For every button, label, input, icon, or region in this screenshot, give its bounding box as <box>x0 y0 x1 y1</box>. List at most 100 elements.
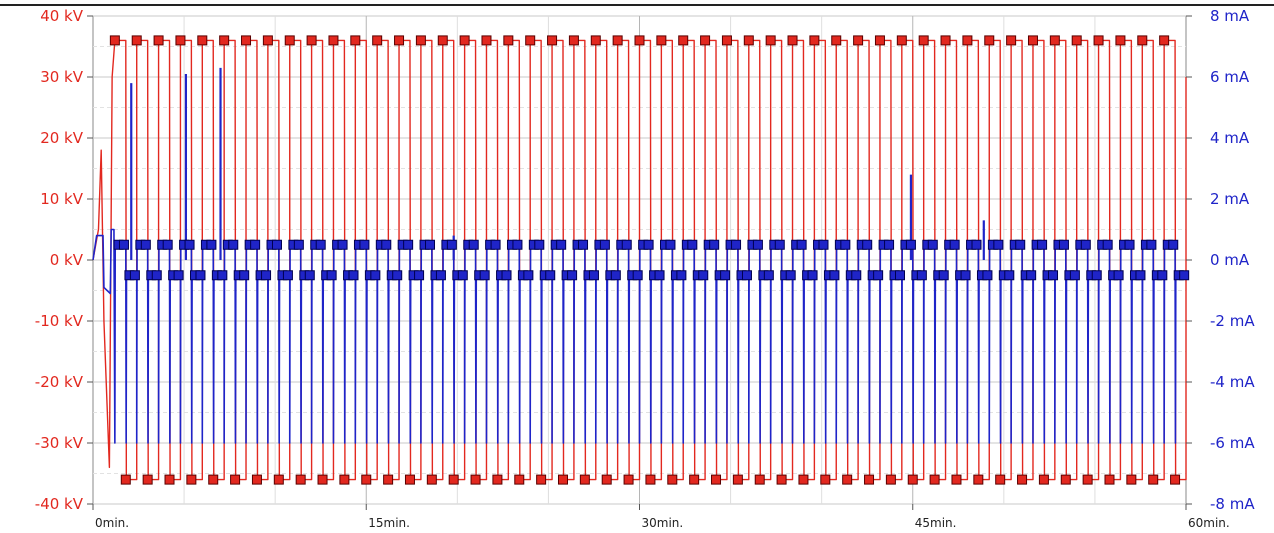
current-marker <box>556 239 567 250</box>
current-marker <box>905 239 916 250</box>
voltage-marker <box>251 474 262 485</box>
current-marker <box>949 239 960 250</box>
current-marker <box>337 239 348 250</box>
current-marker <box>763 270 774 281</box>
left-tick-label: -30 kV <box>35 434 84 452</box>
current-marker <box>490 239 501 250</box>
voltage-marker <box>317 474 328 485</box>
x-tick-label: 30min. <box>642 516 684 530</box>
current-marker <box>173 270 184 281</box>
voltage-marker <box>459 35 470 46</box>
voltage-marker <box>273 474 284 485</box>
current-marker <box>446 239 457 250</box>
current-marker <box>840 239 851 250</box>
current-marker <box>425 239 436 250</box>
current-marker <box>720 270 731 281</box>
voltage-marker <box>962 35 973 46</box>
voltage-marker <box>295 474 306 485</box>
voltage-marker <box>842 474 853 485</box>
left-axis-ticks: 40 kV 30 kV 20 kV 10 kV 0 kV -10 kV -20 kV -30 … <box>35 7 93 513</box>
current-marker <box>1015 239 1026 250</box>
voltage-marker <box>448 474 459 485</box>
current-marker <box>315 239 326 250</box>
voltage-marker <box>142 474 153 485</box>
voltage-marker <box>656 35 667 46</box>
voltage-marker <box>557 474 568 485</box>
voltage-marker <box>831 35 842 46</box>
current-marker <box>359 239 370 250</box>
voltage-marker <box>579 474 590 485</box>
voltage-marker <box>1006 35 1017 46</box>
current-marker <box>829 270 840 281</box>
current-marker <box>916 270 927 281</box>
voltage-marker <box>415 35 426 46</box>
voltage-marker <box>503 35 514 46</box>
voltage-marker <box>896 35 907 46</box>
voltage-marker <box>372 35 383 46</box>
current-marker <box>818 239 829 250</box>
voltage-marker <box>536 474 547 485</box>
voltage-marker <box>1104 474 1115 485</box>
current-marker <box>261 270 272 281</box>
current-marker <box>654 270 665 281</box>
current-marker <box>1091 270 1102 281</box>
voltage-marker <box>208 474 219 485</box>
x-tick-label: 45min. <box>915 516 957 530</box>
voltage-marker <box>853 35 864 46</box>
current-marker <box>381 239 392 250</box>
voltage-marker <box>623 474 634 485</box>
voltage-marker <box>1093 35 1104 46</box>
voltage-marker <box>1071 35 1082 46</box>
voltage-marker <box>689 474 700 485</box>
current-marker <box>687 239 698 250</box>
current-marker <box>862 239 873 250</box>
current-marker <box>184 239 195 250</box>
x-tick-label: 60min. <box>1188 516 1230 530</box>
current-marker <box>643 239 654 250</box>
current-marker <box>938 270 949 281</box>
current-marker <box>151 270 162 281</box>
current-marker <box>370 270 381 281</box>
current-marker <box>1157 270 1168 281</box>
left-tick-label: -20 kV <box>35 373 84 391</box>
current-marker <box>1146 239 1157 250</box>
voltage-marker <box>383 474 394 485</box>
right-tick-label: 8 mA <box>1210 7 1250 25</box>
x-tick-label: 0min. <box>95 516 129 530</box>
voltage-marker <box>1049 35 1060 46</box>
right-axis-ticks: 8 mA 6 mA 4 mA 2 mA 0 mA -2 mA -4 mA -6 mA -8 mA <box>1186 7 1255 513</box>
left-tick-label: 20 kV <box>40 129 84 147</box>
current-marker <box>1037 239 1048 250</box>
voltage-marker <box>361 474 372 485</box>
voltage-marker <box>951 474 962 485</box>
left-tick-label: 30 kV <box>40 68 84 86</box>
current-marker <box>610 270 621 281</box>
voltage-marker <box>339 474 350 485</box>
current-marker <box>1048 270 1059 281</box>
current-marker <box>1124 239 1135 250</box>
voltage-marker <box>262 35 273 46</box>
current-marker <box>927 239 938 250</box>
voltage-marker <box>918 35 929 46</box>
voltage-marker <box>874 35 885 46</box>
voltage-marker <box>700 35 711 46</box>
current-marker <box>873 270 884 281</box>
current-marker <box>501 270 512 281</box>
voltage-marker <box>776 474 787 485</box>
current-marker <box>271 239 282 250</box>
current-marker <box>403 239 414 250</box>
right-tick-label: -2 mA <box>1210 312 1255 330</box>
right-tick-label: -4 mA <box>1210 373 1255 391</box>
voltage-marker <box>131 35 142 46</box>
voltage-marker <box>1027 35 1038 46</box>
voltage-marker <box>984 35 995 46</box>
voltage-marker <box>601 474 612 485</box>
current-marker <box>971 239 982 250</box>
current-marker <box>293 239 304 250</box>
current-marker <box>588 270 599 281</box>
voltage-marker <box>743 35 754 46</box>
voltage-marker <box>929 474 940 485</box>
voltage-marker <box>164 474 175 485</box>
current-marker <box>129 270 140 281</box>
voltage-marker <box>1159 35 1170 46</box>
